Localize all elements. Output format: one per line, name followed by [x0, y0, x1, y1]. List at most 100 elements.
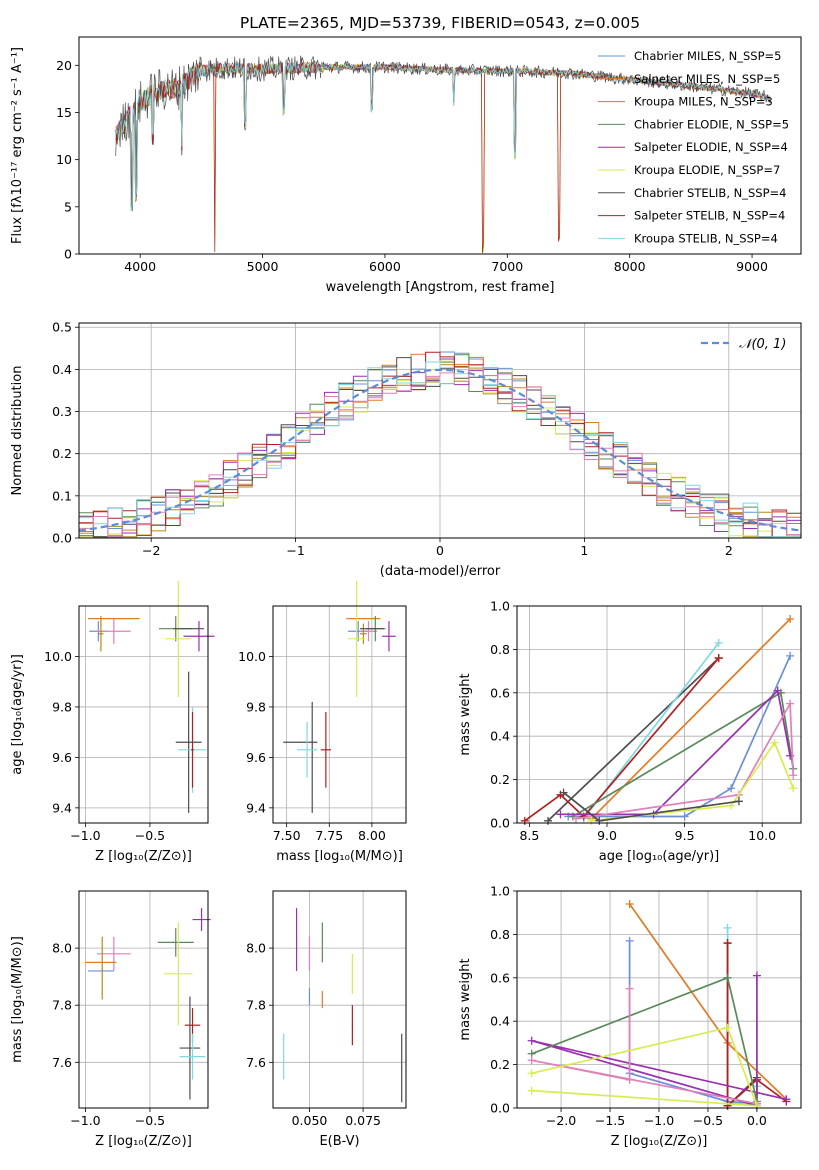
spectrum-plot-frame — [78, 36, 802, 255]
mass_weight_vs_age-marker — [786, 615, 795, 624]
mass_weight_vs_age-marker — [727, 784, 736, 793]
spectrum-legend: Chabrier MILES, N_SSP=5 Salpeter MILES, N… — [598, 49, 789, 245]
age_vs_Z-axes — [79, 580, 215, 823]
mass_weight_vs_age-axes — [517, 605, 801, 825]
mass_weight_vs_age-ylabel: mass weight — [458, 673, 473, 755]
mass_vs_ebv-errorbar-point — [351, 953, 353, 994]
mass_weight_vs_age-frame: 8.5 9.0 9.5 10.0 0.0 0.2 0.4 0.6 0.8 1.0 age [log₁… — [458, 599, 802, 864]
age_vs_mass-errorbar-point — [382, 621, 396, 652]
spectrum-frame: 4000 5000 6000 7000 8000 9000 0 5 10 15 20 waveleng… — [10, 36, 802, 295]
mass_weight_vs_Z-xtick-label: −1.5 — [595, 1113, 625, 1128]
age_vs_Z-errorbar-point — [175, 671, 202, 813]
mass_vs_ebv-ytick-label: 7.6 — [246, 1055, 266, 1070]
spectrum-lines — [115, 55, 771, 254]
mass_weight_vs_age-marker — [556, 810, 565, 819]
age_vs_mass-errorbar-point — [320, 711, 331, 788]
age_vs_mass-errorbar-point — [359, 623, 367, 644]
mass_weight_vs_age-series-salpeter_stelib — [524, 657, 720, 822]
mass_weight_vs_Z-marker — [723, 973, 732, 982]
spectrum-xtick-label: 6000 — [369, 259, 401, 274]
age_vs_mass-ytick-label: 10.0 — [238, 649, 266, 664]
age_vs_mass-frame: 7.50 7.75 8.00 9.4 9.6 9.8 10.0 mass [log₁₀(M/M… — [238, 605, 407, 864]
mass_weight_vs_age-marker — [714, 638, 723, 647]
age_vs_Z-plot-frame — [78, 605, 209, 824]
legend-label-salpeter_elodie: Salpeter ELODIE, N_SSP=4 — [634, 140, 788, 154]
residuals-xtick-label: 2 — [725, 543, 733, 558]
legend-label-chabrier_elodie: Chabrier ELODIE, N_SSP=5 — [634, 117, 789, 131]
mass_weight_vs_age-marker — [773, 686, 782, 695]
mass_weight_vs_age-xlabel: age [log₁₀(age/yr)] — [599, 849, 720, 864]
age_vs_Z-errorbar-point — [97, 618, 131, 644]
spectrum-xlabel: wavelength [Angstrom, rest frame] — [326, 280, 555, 295]
mass_weight_vs_Z-ytick-label: 0.2 — [490, 1057, 510, 1072]
mass_vs_ebv-errorbar-point — [321, 922, 323, 963]
age_vs_Z-xlabel: Z [log₁₀(Z/Z⊙)] — [95, 849, 192, 864]
mass_weight_vs_Z-ylabel: mass weight — [458, 958, 473, 1040]
mass_vs_ebv-errorbar-point — [308, 988, 311, 1006]
mass_weight_vs_age-marker — [734, 797, 743, 806]
mass_weight_vs_Z-series-kroupa_stelib — [726, 927, 758, 1105]
mass_vs_ebv-ytick-label: 7.8 — [246, 998, 266, 1013]
legend-label-chabrier_stelib: Chabrier STELIB, N_SSP=4 — [634, 186, 786, 200]
residuals-xlabel: (data-model)/error — [380, 564, 501, 579]
mass_vs_Z-ylabel: mass [log₁₀(M/M⊙)] — [10, 936, 25, 1063]
spectrum-xtick-label: 5000 — [247, 259, 279, 274]
mass_weight_vs_age-series-chabrier_stelib — [547, 657, 720, 822]
mass_vs_ebv-frame: 0.050 0.075 7.6 7.8 8.0 E(B-V) — [246, 890, 407, 1149]
mass_weight_vs_age-series-pink — [575, 700, 795, 820]
mass_weight_vs_Z-series-chabrier_elodie — [531, 976, 758, 1102]
residuals-xtick-label: −1 — [286, 543, 304, 558]
residuals-ytick-label: 0.5 — [52, 320, 72, 335]
mass_vs_Z-errorbar-point — [179, 996, 201, 1100]
gaussian-curve — [78, 368, 802, 532]
legend-label-salpeter_stelib: Salpeter STELIB, N_SSP=4 — [634, 209, 785, 223]
mass_weight_vs_Z-marker — [723, 1023, 732, 1032]
spectrum-axes: Chabrier MILES, N_SSP=5 Salpeter MILES, N… — [115, 14, 789, 254]
mass_weight_vs_Z-frame: −2.0 −1.5 −1.0 −0.5 0.0 0.0 0.2 0.4 0.6 0.8 1.0 Z [… — [458, 884, 802, 1149]
legend-label-gaussian: 𝒩(0, 1) — [739, 337, 786, 352]
mass_weight_vs_age-series-chabrier_elodie — [572, 691, 795, 818]
mass_weight_vs_Z-series-pink — [531, 988, 758, 1105]
mass_vs_ebv-errorbar-point — [321, 990, 323, 1009]
mass_vs_Z-errorbar-point — [164, 922, 193, 1026]
spectrum-ytick-label: 15 — [56, 105, 72, 120]
mass_weight_vs_Z-marker — [752, 971, 761, 980]
mass_weight_vs_age-plot-frame — [516, 605, 802, 824]
mass_weight_vs_age-marker — [786, 699, 795, 708]
mass_vs_Z-axes — [79, 891, 211, 1108]
mass_weight_vs_Z-marker — [625, 984, 634, 993]
mass_weight_vs_Z-ytick-label: 0.6 — [490, 970, 510, 985]
legend-label-kroupa_elodie: Kroupa ELODIE, N_SSP=7 — [634, 163, 780, 177]
age_vs_mass-xtick-label: 7.75 — [315, 828, 343, 843]
mass_weight_vs_Z-xtick-label: 0.0 — [747, 1113, 767, 1128]
mass_weight_vs_Z-ytick-label: 0.8 — [490, 927, 510, 942]
mass_weight_vs_Z-ytick-label: 0.0 — [490, 1101, 510, 1116]
mass_weight_vs_age-series-kroupa_elodie — [591, 740, 794, 822]
mass_weight_vs_age-series-salpeter_miles — [590, 618, 791, 820]
age_vs_mass-plot-frame — [272, 605, 407, 824]
spectrum-xtick-label: 7000 — [491, 259, 523, 274]
mass_weight_vs_age-marker — [789, 771, 798, 780]
mass_vs_ebv-ytick-label: 8.0 — [246, 941, 266, 956]
legend-label-kroupa_miles: Kroupa MILES, N_SSP=3 — [634, 95, 773, 109]
age_vs_mass-errorbar-point — [296, 722, 318, 778]
spectrum-xtick-label: 8000 — [614, 259, 646, 274]
mass_weight_vs_age-marker — [680, 812, 689, 821]
spectrum-xtick-label: 9000 — [736, 259, 768, 274]
age_vs_Z-errorbar-point — [191, 711, 194, 788]
mass_weight_vs_Z-xtick-label: −0.5 — [693, 1113, 723, 1128]
legend-label-chabrier_miles: Chabrier MILES, N_SSP=5 — [634, 49, 781, 63]
age_vs_Z-ylabel: age [log₁₀(age/yr)] — [10, 654, 25, 775]
mass_weight_vs_Z-marker — [723, 939, 732, 948]
mass_vs_Z-errorbar-point — [157, 928, 194, 957]
mass_vs_Z-xtick-label: −0.5 — [135, 1113, 165, 1128]
age_vs_Z-ytick-label: 10.0 — [44, 649, 72, 664]
mass_weight_vs_age-ytick-label: 0.4 — [490, 729, 510, 744]
mass_weight_vs_Z-marker — [625, 900, 634, 909]
mass_vs_Z-ytick-label: 7.6 — [52, 1055, 72, 1070]
mass_vs_Z-errorbar-point — [101, 936, 103, 1000]
mass_weight_vs_age-ytick-label: 1.0 — [490, 599, 510, 614]
mass_weight_vs_Z-marker — [527, 1069, 536, 1078]
spectrum-ytick-label: 0 — [64, 247, 72, 262]
